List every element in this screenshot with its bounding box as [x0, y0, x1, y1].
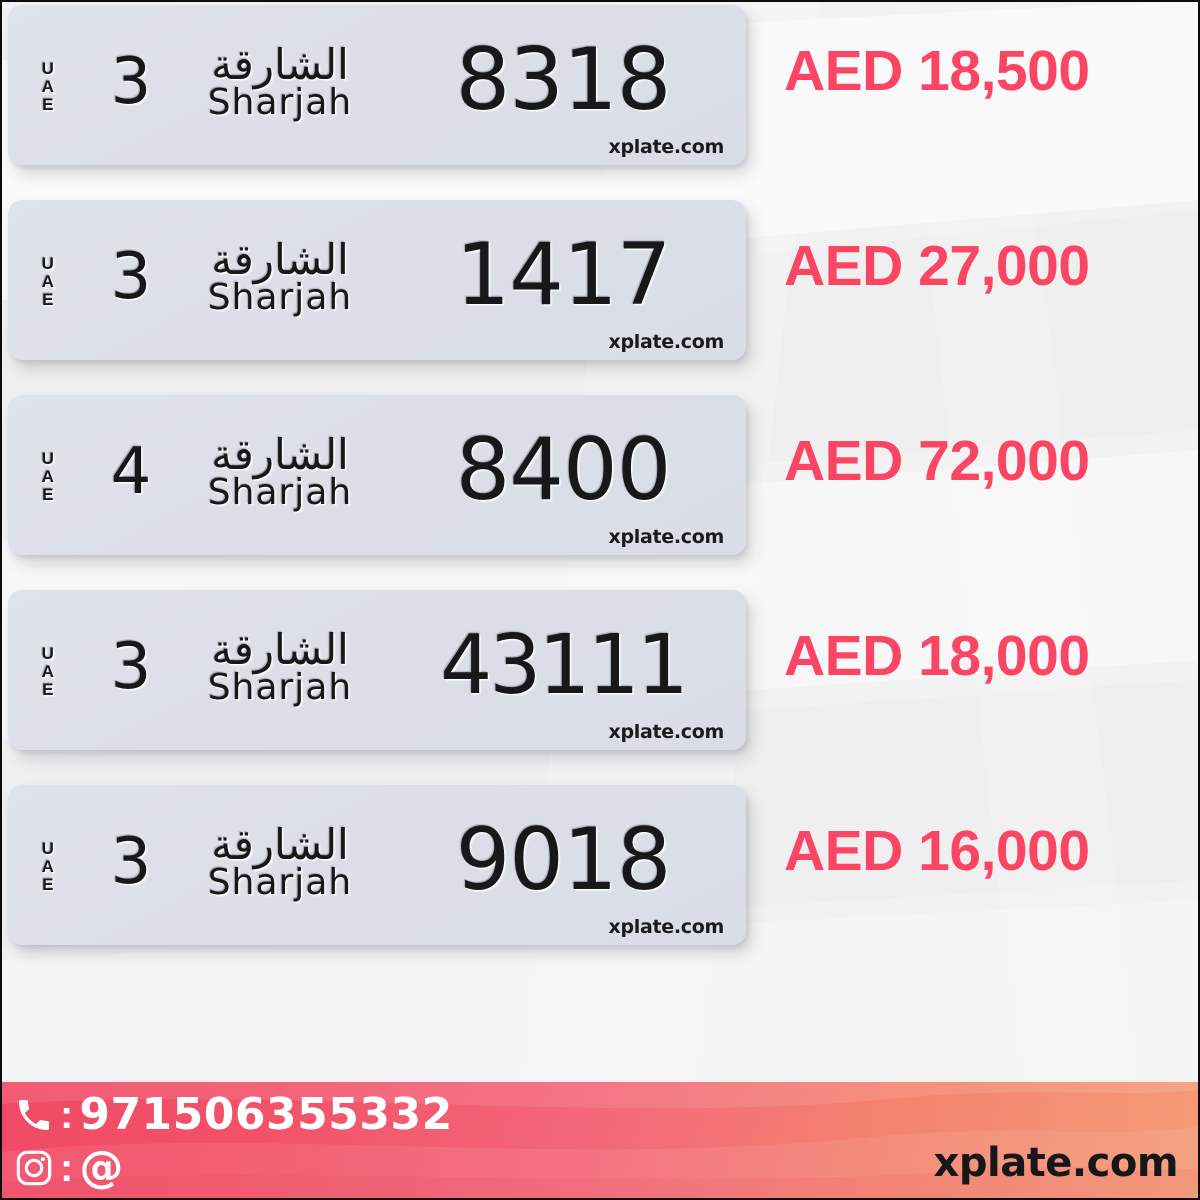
instagram-icon: [14, 1148, 58, 1188]
license-plate[interactable]: U A E 3 الشارقة Sharjah 8318 xplate.com: [8, 5, 746, 165]
phone-number: 971506355332: [79, 1088, 453, 1140]
plate-watermark: xplate.com: [608, 331, 725, 353]
plate-number: 1417: [455, 225, 672, 325]
plate-price: AED 18,000: [784, 624, 1090, 688]
instagram-handle: @: [79, 1141, 124, 1193]
plate-code-digit: 3: [110, 45, 152, 119]
footer-contact-block: : 971506355332 : @: [14, 1088, 453, 1194]
uae-letter-u: U: [41, 59, 55, 79]
uae-country-mark: U A E: [8, 590, 88, 750]
footer-phone-line[interactable]: : 971506355332: [14, 1088, 453, 1141]
uae-letter-u: U: [41, 449, 55, 469]
emirate-name-latin: Sharjah: [207, 82, 353, 124]
emirate-name-latin: Sharjah: [207, 277, 353, 319]
contact-footer: : 971506355332 : @ xplate.com: [0, 1082, 1200, 1200]
uae-letter-e: E: [42, 94, 54, 114]
license-plate[interactable]: U A E 4 الشارقة Sharjah 8400 xplate.com: [8, 395, 746, 555]
uae-country-mark: U A E: [8, 395, 88, 555]
uae-letter-a: A: [41, 662, 55, 682]
emirate-name-block: الشارقة Sharjah: [174, 200, 386, 360]
plate-price: AED 18,500: [784, 39, 1090, 103]
plate-row-2[interactable]: U A E 3 الشارقة Sharjah 1417 xplate.com …: [0, 195, 1200, 390]
plate-number: 8318: [455, 30, 672, 130]
emirate-name-arabic: الشارقة: [211, 40, 349, 90]
emirate-name-latin: Sharjah: [207, 472, 353, 514]
uae-country-mark: U A E: [8, 785, 88, 945]
uae-letter-u: U: [41, 839, 55, 859]
uae-letter-a: A: [41, 857, 55, 877]
emirate-name-arabic: الشارقة: [211, 235, 349, 285]
uae-letter-a: A: [41, 77, 55, 97]
license-plate[interactable]: U A E 3 الشارقة Sharjah 9018 xplate.com: [8, 785, 746, 945]
phone-icon: [14, 1095, 58, 1135]
uae-country-mark: U A E: [8, 200, 88, 360]
uae-letter-e: E: [42, 484, 54, 504]
emirate-name-block: الشارقة Sharjah: [174, 395, 386, 555]
plate-watermark: xplate.com: [608, 526, 725, 548]
plate-price: AED 72,000: [784, 429, 1090, 493]
emirate-name-arabic: الشارقة: [211, 625, 349, 675]
emirate-name-block: الشارقة Sharjah: [174, 785, 386, 945]
plate-listing: U A E 3 الشارقة Sharjah 8318 xplate.com …: [0, 0, 1200, 975]
plate-price: AED 27,000: [784, 234, 1090, 298]
phone-separator: :: [60, 1092, 74, 1137]
uae-letter-e: E: [42, 874, 54, 894]
uae-letter-a: A: [41, 272, 55, 292]
plate-code-digit: 4: [110, 435, 152, 509]
uae-letter-a: A: [41, 467, 55, 487]
plate-price: AED 16,000: [784, 819, 1090, 883]
plate-code-digit: 3: [110, 825, 152, 899]
emirate-name-latin: Sharjah: [207, 862, 353, 904]
plate-code-digit: 3: [110, 630, 152, 704]
plate-watermark: xplate.com: [608, 136, 725, 158]
plate-code-digit: 3: [110, 240, 152, 314]
plate-number: 43111: [440, 617, 689, 713]
plate-row-1[interactable]: U A E 3 الشارقة Sharjah 8318 xplate.com …: [0, 0, 1200, 195]
plate-watermark: xplate.com: [608, 721, 725, 743]
plate-row-4[interactable]: U A E 3 الشارقة Sharjah 43111 xplate.com…: [0, 585, 1200, 780]
emirate-name-arabic: الشارقة: [211, 430, 349, 480]
license-plate[interactable]: U A E 3 الشارقة Sharjah 1417 xplate.com: [8, 200, 746, 360]
emirate-name-block: الشارقة Sharjah: [174, 590, 386, 750]
plate-number: 8400: [455, 420, 672, 520]
license-plate[interactable]: U A E 3 الشارقة Sharjah 43111 xplate.com: [8, 590, 746, 750]
emirate-name-block: الشارقة Sharjah: [174, 5, 386, 165]
emirate-name-latin: Sharjah: [207, 667, 353, 709]
uae-letter-u: U: [41, 644, 55, 664]
plate-number: 9018: [455, 810, 672, 910]
plate-row-3[interactable]: U A E 4 الشارقة Sharjah 8400 xplate.com …: [0, 390, 1200, 585]
plate-watermark: xplate.com: [608, 916, 725, 938]
instagram-separator: :: [60, 1145, 74, 1190]
footer-brand: xplate.com: [933, 1140, 1179, 1186]
footer-instagram-line[interactable]: : @: [14, 1141, 453, 1194]
uae-country-mark: U A E: [8, 5, 88, 165]
plate-row-5[interactable]: U A E 3 الشارقة Sharjah 9018 xplate.com …: [0, 780, 1200, 975]
uae-letter-u: U: [41, 254, 55, 274]
emirate-name-arabic: الشارقة: [211, 820, 349, 870]
uae-letter-e: E: [42, 679, 54, 699]
uae-letter-e: E: [42, 289, 54, 309]
